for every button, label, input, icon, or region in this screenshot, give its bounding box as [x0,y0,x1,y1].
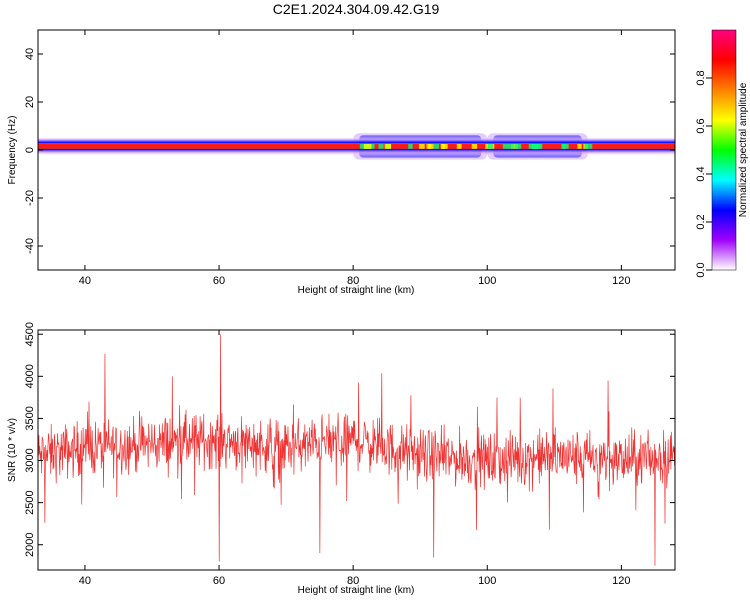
colorbar-label: Normalized spectral amplitude [738,82,749,217]
spectrogram-speckle [408,144,413,149]
spectrogram-x-tick-label: 120 [612,275,630,287]
spectrogram-y-tick-label: 20 [24,96,36,108]
snr-y-tick-label: 2000 [24,532,36,556]
spectrogram-speckle [577,144,582,149]
spectrogram-band-core [38,144,675,149]
colorbar-tick-label: 0.0 [695,262,707,277]
colorbar-tick-label: 0.2 [695,214,707,229]
spectrogram-x-axis-label: Height of straight line (km) [298,285,415,296]
snr-y-tick-label: 4000 [24,364,36,388]
spectrogram-speckle [502,144,510,149]
figure-title: C2E1.2024.304.09.42.G19 [273,1,440,17]
spectrogram-y-tick-label: 0 [24,147,36,153]
colorbar-tick-label: 0.4 [695,166,707,181]
snr-series-line [38,334,675,566]
spectrogram-speckle [434,144,440,149]
spectrogram-x-tick-label: 100 [478,275,496,287]
spectrogram-x-tick-label: 60 [213,275,225,287]
snr-y-tick-label: 3500 [24,406,36,430]
spectrogram-speckle [487,144,493,149]
spectrogram-y-tick-label: 40 [24,48,36,60]
spectrogram-speckle [440,144,445,149]
spectrogram-speckle [359,144,368,149]
snr-y-axis-label: SNR (10 * v/v) [7,418,18,482]
snr-y-tick-label: 3000 [24,448,36,472]
spectrogram-speckle [534,144,539,149]
spectrogram-speckle [561,144,566,149]
snr-y-tick-label: 2500 [24,490,36,514]
spectrogram-speckle [384,144,392,149]
colorbar-tick-label: 0.8 [695,70,707,85]
snr-x-tick-label: 80 [347,575,359,587]
snr-x-tick-label: 40 [79,575,91,587]
snr-x-tick-label: 60 [213,575,225,587]
snr-x-tick-label: 100 [478,575,496,587]
spectrogram-x-tick-label: 40 [79,275,91,287]
snr-x-tick-label: 120 [612,575,630,587]
colorbar: 0.0 0.2 0.4 0.6 0.8 Normalized spectral ampl… [695,29,749,278]
spectrogram-y-tick-label: -20 [24,190,36,206]
spectrogram-speckle [418,144,425,149]
snr-x-axis-label: Height of straight line (km) [298,585,415,596]
spectrogram-speckle [584,144,593,149]
spectrogram-speckle [363,144,372,149]
spectrogram-panel: 40 60 80 100 120 -40 -20 0 20 40 Height of straig… [7,29,676,296]
spectrogram-speckle [456,144,462,149]
spectrogram-speckle [514,144,522,149]
spectrogram-x-tick-label: 80 [347,275,359,287]
colorbar-gradient [711,29,737,271]
spectrogram-speckle [471,144,478,149]
spectrogram-y-tick-label: -40 [24,238,36,254]
snr-y-tick-label: 4500 [24,322,36,346]
colorbar-tick-label: 0.6 [695,118,707,133]
spectrogram-speckle [369,144,375,149]
spectrogram-speckle [485,144,491,149]
spectrogram-speckle [426,144,432,149]
spectrogram-speckle [511,144,518,149]
spectrogram-y-axis-label: Frequency (Hz) [7,116,18,185]
snr-panel: 40 60 80 100 120 2000 2500 3000 3500 4000 4500 Hei… [7,322,676,596]
spectrogram-speckle [378,144,384,149]
spectrogram-speckle [443,144,448,149]
spectrogram-speckle [508,144,514,149]
